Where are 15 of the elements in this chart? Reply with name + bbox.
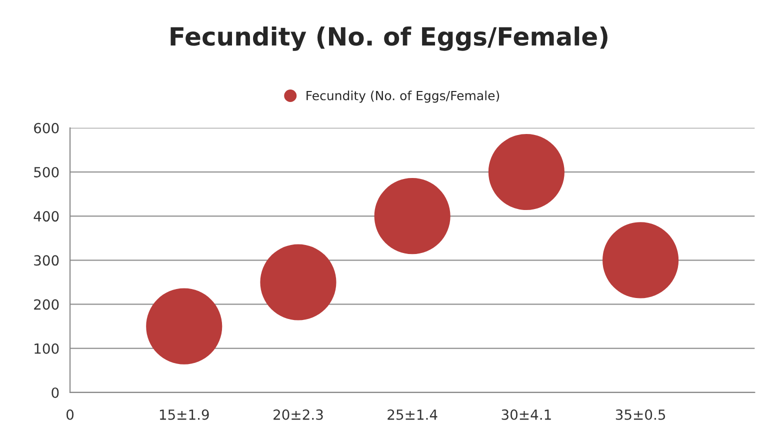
y-tick-label: 100 — [34, 343, 59, 354]
x-tick-label: 0 — [66, 409, 74, 420]
y-tick-label: 300 — [34, 255, 59, 266]
x-tick-label: 15±1.9 — [160, 409, 209, 420]
x-tick-label: 20±2.3 — [274, 409, 323, 420]
x-tick-label: 30±4.1 — [502, 409, 551, 420]
y-tick-label: 500 — [34, 166, 59, 178]
y-tick-label: 600 — [34, 122, 59, 134]
legend-label: Fecundity (No. of Eggs/Female) — [306, 90, 500, 103]
y-tick-label: 200 — [34, 299, 59, 310]
y-tick-label: 0 — [52, 387, 59, 398]
x-tick-label: 35±0.5 — [616, 409, 666, 420]
y-tick-label: 400 — [34, 211, 59, 222]
x-tick-label: 25±1.4 — [388, 409, 438, 420]
chart-title: Fecundity (No. of Eggs/Female) — [170, 26, 608, 51]
